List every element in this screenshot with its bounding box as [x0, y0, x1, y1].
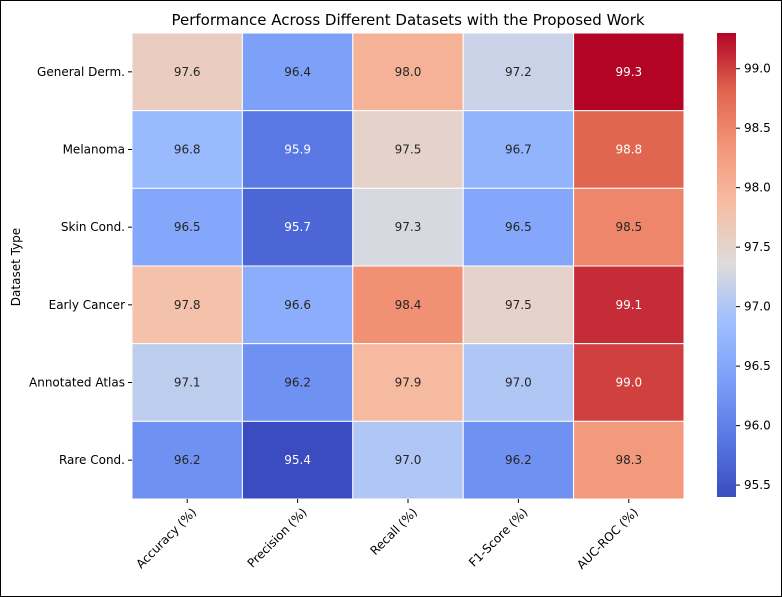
y-axis-label: Dataset Type	[9, 228, 23, 306]
row-label: Melanoma	[63, 143, 125, 157]
row-label: Early Cancer	[49, 298, 125, 312]
colorbar-tick-label: 96.0	[744, 419, 771, 433]
cell-value-label: 97.2	[505, 65, 532, 79]
heatmap-cells: 97.6 96.4 98.0 97.2 99.3 96.8 95.9 97.5 96.7 98.8…	[131, 32, 685, 500]
row-label: Rare Cond.	[59, 453, 125, 467]
heatmap-cell	[352, 187, 464, 267]
heatmap-cell	[573, 32, 685, 112]
cell-value-label: 97.1	[174, 376, 201, 390]
heatmap-cell	[131, 265, 243, 345]
colorbar-tick-label: 98.0	[744, 181, 771, 195]
colorbar-tick-label: 97.5	[744, 240, 771, 254]
colorbar	[717, 33, 736, 497]
column-label: Accuracy (%)	[133, 505, 199, 571]
row-labels: General Derm. Melanoma Skin Cond. Early Can…	[29, 65, 132, 467]
heatmap-cell	[131, 32, 243, 112]
cell-value-label: 97.8	[174, 298, 201, 312]
chart-title: Performance Across Different Datasets wi…	[171, 11, 644, 29]
heatmap-cell	[131, 187, 243, 267]
heatmap-cell	[241, 265, 354, 345]
cell-value-label: 99.0	[615, 376, 642, 390]
cell-value-label: 99.1	[615, 298, 642, 312]
colorbar-tick-label: 99.0	[744, 62, 771, 76]
heatmap-cell	[462, 110, 575, 189]
cell-value-label: 98.3	[615, 453, 642, 467]
cell-value-label: 97.0	[505, 376, 532, 390]
column-label: AUC-ROC (%)	[574, 505, 641, 572]
cell-value-label: 97.6	[174, 65, 201, 79]
column-label: F1-Score (%)	[466, 505, 530, 569]
cell-value-label: 95.4	[284, 453, 311, 467]
cell-value-label: 97.9	[395, 376, 422, 390]
colorbar-tick-label: 96.5	[744, 359, 771, 373]
column-label: Precision (%)	[245, 505, 310, 570]
heatmap-cell	[131, 343, 243, 422]
colorbar-ticks: 95.5 96.0 96.5 97.0 97.5 98.0 98.5 99.0	[736, 62, 771, 492]
column-label: Recall (%)	[368, 505, 421, 558]
heatmap-cell	[352, 265, 464, 345]
heatmap-cell	[573, 343, 685, 422]
cell-value-label: 98.4	[395, 298, 422, 312]
heatmap-cell	[462, 187, 575, 267]
cell-value-label: 95.7	[284, 220, 311, 234]
cell-value-label: 96.5	[174, 220, 201, 234]
cell-value-label: 96.8	[174, 143, 201, 157]
heatmap-cell	[573, 110, 685, 189]
heatmap-cell	[462, 343, 575, 422]
cell-value-label: 96.6	[284, 298, 311, 312]
cell-value-label: 97.3	[395, 220, 422, 234]
cell-value-label: 97.0	[395, 453, 422, 467]
heatmap-cell	[131, 420, 243, 500]
heatmap-cell	[241, 187, 354, 267]
cell-value-label: 95.9	[284, 143, 311, 157]
heatmap-cell	[352, 32, 464, 112]
row-label: General Derm.	[37, 65, 125, 79]
heatmap-cell	[241, 110, 354, 189]
colorbar-tick-label: 97.0	[744, 300, 771, 314]
heatmap-cell	[573, 420, 685, 500]
cell-value-label: 96.2	[284, 376, 311, 390]
cell-value-label: 96.7	[505, 143, 532, 157]
cell-value-label: 97.5	[395, 143, 422, 157]
cell-value-label: 96.2	[505, 453, 532, 467]
heatmap-cell	[241, 343, 354, 422]
heatmap-cell	[573, 187, 685, 267]
cell-value-label: 98.8	[615, 143, 642, 157]
cell-value-label: 97.5	[505, 298, 532, 312]
cell-value-label: 98.0	[395, 65, 422, 79]
row-label: Skin Cond.	[61, 220, 125, 234]
heatmap-cell	[462, 265, 575, 345]
heatmap-cell	[241, 420, 354, 500]
heatmap-cell	[241, 32, 354, 112]
cell-value-label: 96.5	[505, 220, 532, 234]
colorbar-tick-label: 98.5	[744, 121, 771, 135]
cell-value-label: 98.5	[615, 220, 642, 234]
column-labels: Accuracy (%) Precision (%) Recall (%) F1-Sc…	[133, 499, 641, 572]
cell-value-label: 96.4	[284, 65, 311, 79]
cell-value-label: 99.3	[615, 65, 642, 79]
heatmap-cell	[573, 265, 685, 345]
heatmap-cell	[462, 32, 575, 112]
cell-value-label: 96.2	[174, 453, 201, 467]
row-label: Annotated Atlas	[29, 376, 125, 390]
colorbar-tick-label: 95.5	[744, 478, 771, 492]
heatmap-cell	[352, 420, 464, 500]
